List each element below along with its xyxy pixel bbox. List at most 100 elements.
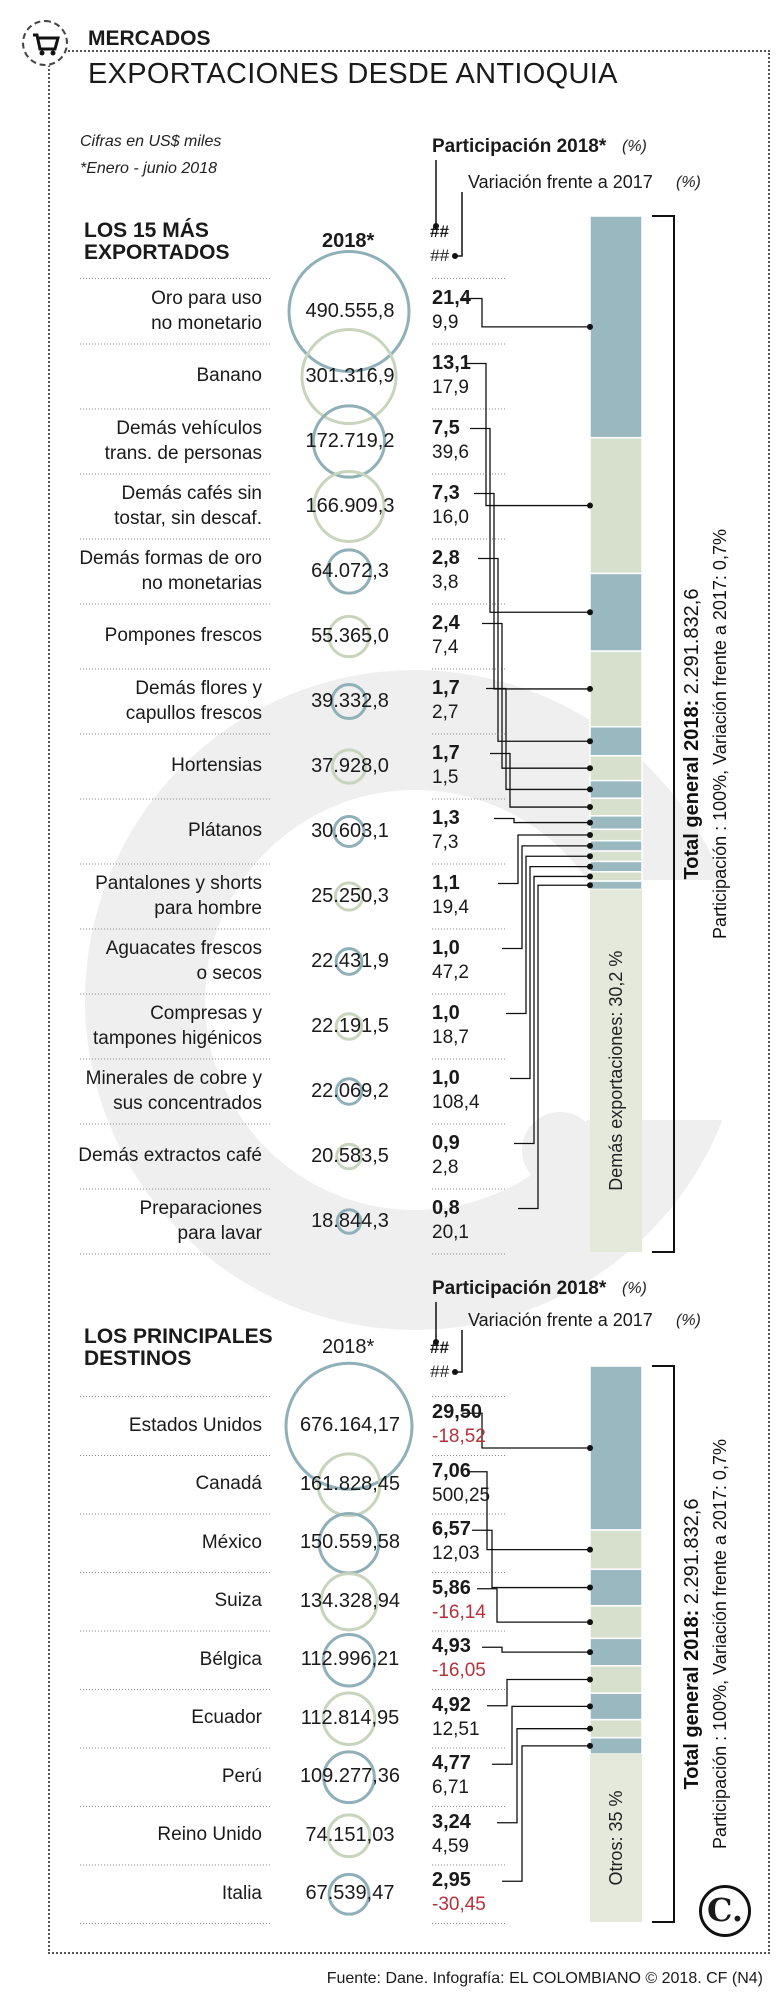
leader-dot — [587, 1676, 593, 1683]
leader-line — [492, 1705, 590, 1765]
leader-line — [467, 1471, 590, 1551]
row-value: 67.539,47 — [305, 1882, 395, 1905]
leader-dot — [587, 819, 593, 826]
variation-value: 108,4 — [432, 1091, 480, 1113]
stacked-bar-segment — [589, 725, 643, 757]
cart-icon — [22, 20, 68, 66]
stacked-bar-segment — [589, 215, 643, 439]
variation-value: 39,6 — [432, 441, 469, 463]
value-column-header: 2018* — [322, 230, 375, 252]
row-value: 112.814,95 — [300, 1706, 400, 1729]
leader-line — [474, 492, 590, 690]
stacked-bar-segment — [589, 850, 643, 863]
participation-value: 0,9 — [432, 1131, 460, 1154]
stacked-bar-segment — [589, 1529, 643, 1571]
stacked-bar-segment — [589, 650, 643, 728]
participation-value: 1,0 — [432, 1066, 460, 1089]
stacked-bar-segment — [589, 755, 643, 782]
row-value: 134.328,94 — [299, 1589, 401, 1612]
row-label: trans. de personas — [104, 442, 262, 464]
variation-unit: (%) — [676, 174, 701, 191]
leader-dot — [587, 1649, 593, 1656]
leader-line — [514, 875, 590, 1145]
row-value: 37.928,0 — [311, 754, 389, 777]
leader-line — [478, 557, 590, 742]
el-colombiano-logo: C. — [699, 1885, 751, 1937]
participation-value: 3,24 — [432, 1810, 471, 1833]
value-bubble — [330, 683, 368, 720]
row-value: 676.164,17 — [299, 1414, 401, 1437]
total-value: 2.291.832,6 — [681, 1499, 703, 1610]
value-bubble — [311, 404, 387, 479]
variation-value: -30,45 — [432, 1894, 486, 1916]
variation-value: -18,52 — [432, 1426, 486, 1448]
row-label: México — [201, 1531, 262, 1553]
value-bubble — [300, 327, 398, 426]
leader-dot — [587, 1703, 593, 1710]
participation-value: 4,92 — [432, 1693, 471, 1716]
hash-variation: ## — [430, 246, 449, 265]
leader-line — [482, 1646, 590, 1653]
section-label: MERCADOS — [88, 27, 211, 50]
stacked-bar-segment — [589, 1605, 643, 1640]
leader-dot — [587, 323, 593, 330]
stacked-bar-segment — [589, 871, 643, 882]
variation-value: 7,3 — [432, 831, 459, 853]
value-bubble — [327, 614, 371, 659]
row-value: 490.555,8 — [305, 299, 395, 322]
row-label: Italia — [221, 1882, 262, 1904]
table-heading: LOS 15 MÁS EXPORTADOS — [84, 219, 230, 265]
value-bubble — [321, 1691, 377, 1746]
participation-value: 1,0 — [432, 936, 460, 959]
leader-line — [502, 1745, 590, 1882]
row-value: 166.909,3 — [305, 494, 395, 517]
units-note: Cifras en US$ miles — [80, 133, 222, 150]
variation-value: 12,03 — [432, 1543, 480, 1565]
value-bubble — [333, 881, 365, 912]
leader-line — [498, 834, 590, 885]
variation-value: 3,8 — [432, 571, 459, 593]
value-bubble — [334, 1012, 364, 1041]
value-bubble — [316, 1452, 382, 1518]
variation-value: 2,8 — [432, 1156, 459, 1178]
leader-line — [466, 362, 590, 507]
row-label: para lavar — [177, 1222, 263, 1244]
variation-value: 500,25 — [432, 1484, 491, 1506]
value-bubble — [334, 1077, 364, 1106]
row-label: Demás extractos café — [78, 1145, 262, 1166]
value-bubble — [321, 1632, 377, 1688]
leader-dot — [587, 873, 593, 880]
leader-dot — [587, 685, 593, 692]
stacked-bar-segment — [589, 1365, 643, 1531]
hash-variation: ## — [430, 1362, 449, 1381]
row-value: 55.365,0 — [311, 624, 389, 647]
variation-legend: Variación frente a 2017 — [468, 172, 653, 192]
participation-value: 1,7 — [432, 741, 460, 764]
row-value: 161.828,45 — [299, 1472, 401, 1495]
total-bracket — [652, 1365, 675, 1923]
row-value: 112.996,21 — [300, 1648, 400, 1671]
leader-dot — [587, 863, 593, 870]
leader-line — [518, 884, 590, 1210]
content-frame — [48, 50, 770, 1954]
value-bubble — [312, 470, 386, 543]
row-value: 150.559,58 — [299, 1531, 401, 1554]
row-label: Preparaciones — [139, 1197, 262, 1219]
row-label: Demás vehículos — [116, 417, 262, 439]
leader-line — [482, 622, 590, 769]
participation-value: 13,1 — [432, 351, 471, 374]
stacked-bar-segment — [589, 1736, 643, 1755]
variation-value: 7,4 — [432, 636, 459, 658]
stacked-bar-segment — [589, 436, 643, 575]
stacked-bar-rest — [590, 889, 642, 1252]
variation-value: 1,5 — [432, 766, 459, 788]
participation-value: 5,86 — [432, 1576, 471, 1599]
leader-dot — [587, 853, 593, 860]
leader-dot — [587, 1445, 593, 1452]
value-bubble — [284, 1361, 414, 1491]
legend-pointer-dot — [452, 253, 458, 259]
row-label: Hortensias — [171, 755, 262, 776]
value-bubble — [326, 1813, 372, 1859]
